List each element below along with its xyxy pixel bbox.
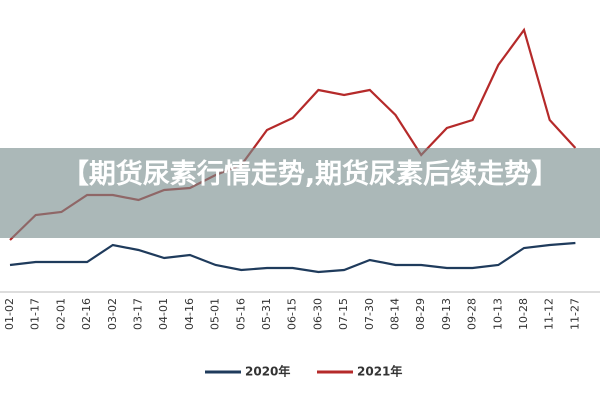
- x-tick-label: 05-01: [209, 298, 222, 330]
- x-tick-label: 05-31: [260, 298, 273, 330]
- x-tick-label: 10-28: [517, 298, 530, 330]
- x-tick-label: 07-30: [363, 298, 376, 330]
- x-tick-label: 04-16: [183, 298, 196, 330]
- x-tick-label: 02-01: [54, 298, 67, 330]
- banner: [0, 148, 600, 238]
- legend-label: 2020年: [245, 364, 290, 379]
- x-tick-label: 05-16: [234, 298, 247, 330]
- x-tick-label: 09-13: [440, 298, 453, 330]
- x-tick-label: 06-30: [311, 298, 324, 330]
- x-tick-label: 02-16: [80, 298, 93, 330]
- x-tick-label: 08-29: [414, 298, 427, 330]
- x-tick-label: 09-28: [466, 298, 479, 330]
- series-line: [9, 241, 576, 274]
- x-tick-label: 06-15: [286, 298, 299, 330]
- x-tick-label: 01-02: [3, 298, 16, 330]
- x-tick-label: 04-01: [157, 298, 170, 330]
- x-tick-label: 01-17: [29, 298, 42, 330]
- x-tick-label: 11-27: [568, 298, 581, 330]
- x-tick-label: 10-13: [491, 298, 504, 330]
- banner-title: 【期货尿素行情走势,期货尿素后续走势】: [61, 159, 559, 190]
- legend-label: 2021年: [357, 364, 402, 379]
- x-tick-label: 08-14: [389, 298, 402, 330]
- x-tick-label: 03-17: [132, 298, 145, 330]
- x-tick-label: 07-15: [337, 298, 350, 330]
- x-tick-label: 11-12: [543, 298, 556, 330]
- x-tick-label: 03-02: [106, 298, 119, 330]
